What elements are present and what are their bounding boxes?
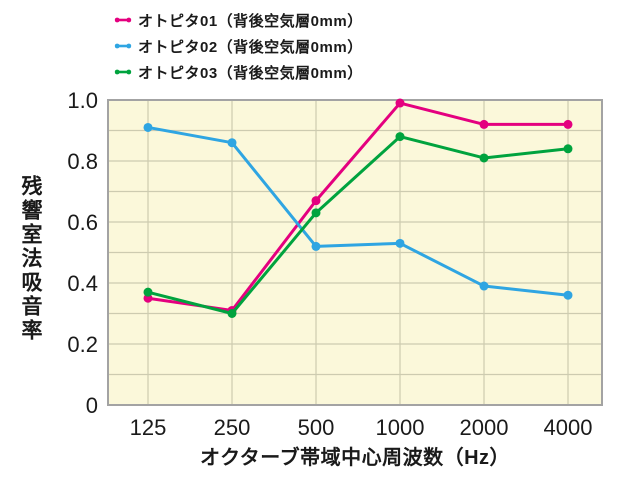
data-point-series3 bbox=[479, 153, 489, 163]
x-tick-label: 250 bbox=[214, 415, 251, 440]
y-axis-title: 残響室法吸音率 bbox=[19, 175, 42, 343]
legend-marker-icon bbox=[114, 17, 132, 23]
y-tick-label: 0.4 bbox=[67, 271, 98, 296]
x-tick-label: 125 bbox=[130, 415, 167, 440]
data-point-series2 bbox=[311, 241, 321, 251]
legend-marker-icon bbox=[114, 69, 132, 75]
data-point-series2 bbox=[227, 138, 237, 148]
x-tick-label: 1000 bbox=[376, 415, 425, 440]
series-line-3 bbox=[146, 135, 570, 315]
data-point-series3 bbox=[227, 309, 237, 318]
data-point-series1 bbox=[563, 119, 573, 129]
legend-label-series3: オトピタ03（背後空気層0mm） bbox=[138, 64, 363, 82]
y-tick-label: 1.0 bbox=[67, 88, 98, 113]
y-tick-label: 0 bbox=[86, 393, 98, 418]
data-point-series3 bbox=[311, 208, 321, 218]
data-point-series2 bbox=[563, 290, 573, 300]
x-tick-label: 2000 bbox=[460, 415, 509, 440]
legend-marker-dot bbox=[114, 69, 120, 75]
data-point-series1 bbox=[395, 98, 405, 108]
x-tick-label: 4000 bbox=[544, 415, 593, 440]
data-point-series1 bbox=[311, 196, 321, 206]
legend-marker-dot bbox=[126, 69, 132, 75]
legend-label-series1: オトピタ01（背後空気層0mm） bbox=[138, 12, 363, 30]
data-point-series3 bbox=[395, 132, 405, 142]
data-point-series1 bbox=[479, 119, 489, 129]
y-tick-label: 0.2 bbox=[67, 332, 98, 357]
x-axis-title: オクターブ帯域中心周波数（Hz） bbox=[199, 447, 511, 469]
data-point-series3 bbox=[563, 144, 573, 154]
legend-marker-icon bbox=[114, 43, 132, 49]
y-tick-label: 0.6 bbox=[67, 210, 98, 235]
y-tick-label: 0.8 bbox=[67, 149, 98, 174]
legend-item-series3: オトピタ03（背後空気層0mm） bbox=[113, 59, 363, 85]
legend-marker-dot bbox=[126, 43, 132, 49]
legend: オトピタ01（背後空気層0mm） オトピタ02（背後空気層0mm） オトピタ03… bbox=[113, 7, 363, 85]
legend-marker-dot bbox=[114, 43, 120, 49]
legend-item-series2: オトピタ02（背後空気層0mm） bbox=[113, 33, 363, 59]
legend-marker-dot bbox=[126, 17, 132, 23]
plot-frame bbox=[107, 99, 603, 406]
data-point-series2 bbox=[479, 281, 489, 291]
legend-marker-dot bbox=[114, 17, 120, 23]
legend-item-series1: オトピタ01（背後空気層0mm） bbox=[113, 7, 363, 33]
data-point-series2 bbox=[143, 122, 153, 132]
data-point-series2 bbox=[395, 238, 405, 248]
data-point-series3 bbox=[143, 287, 153, 297]
x-tick-label: 500 bbox=[298, 415, 335, 440]
series-line-2 bbox=[146, 125, 570, 297]
legend-label-series2: オトピタ02（背後空気層0mm） bbox=[138, 38, 363, 56]
